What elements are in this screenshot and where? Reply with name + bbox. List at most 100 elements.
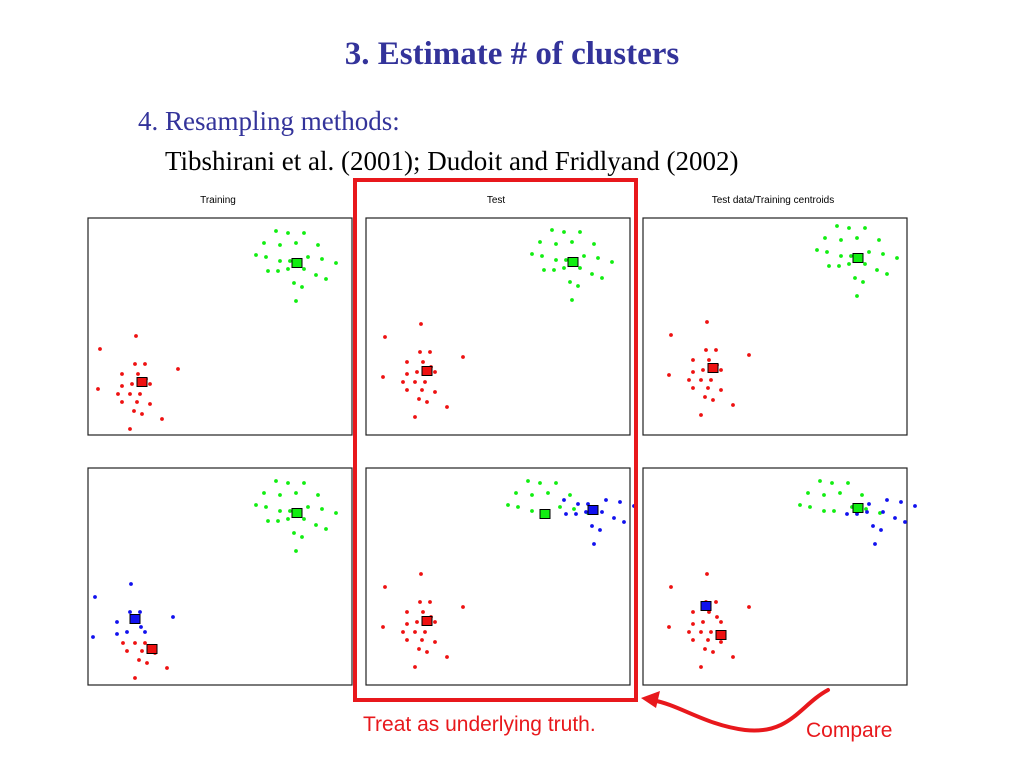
green-cluster-point <box>314 273 318 277</box>
green-cluster-point <box>254 503 258 507</box>
red-cluster-point <box>711 398 715 402</box>
red-cluster-point <box>707 358 711 362</box>
red-cluster-point <box>687 630 691 634</box>
green-cluster-point <box>286 481 290 485</box>
green-cluster-point <box>881 252 885 256</box>
green-cluster-point <box>827 264 831 268</box>
red-cluster-point <box>405 610 409 614</box>
green-cluster-point <box>867 250 871 254</box>
blue-cluster-point <box>903 520 907 524</box>
red-cluster-point <box>691 358 695 362</box>
red-cluster-point <box>415 370 419 374</box>
red-cluster-point <box>699 630 703 634</box>
plot-frame-r2c1 <box>87 467 353 686</box>
red-cluster-point <box>711 650 715 654</box>
blue-cluster-point <box>845 512 849 516</box>
green-cluster-point <box>276 269 280 273</box>
red-cluster-point <box>143 362 147 366</box>
blue-cluster-point <box>143 630 147 634</box>
red-cluster-point <box>413 665 417 669</box>
green-centroid-marker <box>291 508 303 518</box>
red-cluster-point <box>138 392 142 396</box>
plot-frame-r1c3 <box>642 217 908 436</box>
blue-centroid-marker <box>587 505 599 515</box>
red-cluster-point <box>719 640 723 644</box>
red-cluster-point <box>423 380 427 384</box>
green-cluster-point <box>262 241 266 245</box>
green-cluster-point <box>610 260 614 264</box>
red-cluster-point <box>433 620 437 624</box>
green-cluster-point <box>324 277 328 281</box>
green-cluster-point <box>885 272 889 276</box>
green-cluster-point <box>514 491 518 495</box>
green-cluster-point <box>292 531 296 535</box>
green-cluster-point <box>538 240 542 244</box>
green-centroid-marker <box>539 509 551 519</box>
blue-cluster-point <box>913 504 917 508</box>
green-cluster-point <box>538 481 542 485</box>
blue-cluster-point <box>128 610 132 614</box>
green-cluster-point <box>276 519 280 523</box>
green-cluster-point <box>808 505 812 509</box>
red-cluster-point <box>445 655 449 659</box>
blue-cluster-point <box>129 582 133 586</box>
green-centroid-marker <box>291 258 303 268</box>
green-cluster-point <box>300 535 304 539</box>
red-cluster-point <box>461 605 465 609</box>
red-cluster-point <box>130 382 134 386</box>
blue-cluster-point <box>899 500 903 504</box>
red-centroid-marker <box>136 377 148 387</box>
green-centroid-marker <box>852 253 864 263</box>
green-cluster-point <box>278 493 282 497</box>
blue-cluster-point <box>576 502 580 506</box>
red-cluster-point <box>691 638 695 642</box>
red-cluster-point <box>699 665 703 669</box>
panel-title-training: Training <box>200 195 236 206</box>
red-cluster-point <box>421 610 425 614</box>
red-cluster-point <box>433 390 437 394</box>
red-cluster-point <box>669 585 673 589</box>
red-cluster-point <box>160 417 164 421</box>
red-cluster-point <box>176 367 180 371</box>
green-cluster-point <box>274 229 278 233</box>
blue-cluster-point <box>115 632 119 636</box>
green-cluster-point <box>334 511 338 515</box>
red-cluster-point <box>120 400 124 404</box>
red-cluster-point <box>709 378 713 382</box>
green-cluster-point <box>278 509 282 513</box>
red-cluster-point <box>667 625 671 629</box>
green-cluster-point <box>861 280 865 284</box>
panel-title-test: Test <box>486 195 506 206</box>
red-cluster-point <box>381 625 385 629</box>
red-cluster-point <box>413 630 417 634</box>
red-cluster-point <box>719 368 723 372</box>
red-cluster-point <box>145 661 149 665</box>
green-cluster-point <box>302 481 306 485</box>
red-cluster-point <box>120 384 124 388</box>
blue-cluster-point <box>879 528 883 532</box>
blue-cluster-point <box>91 635 95 639</box>
red-cluster-point <box>405 372 409 376</box>
green-cluster-point <box>530 252 534 256</box>
blue-cluster-point <box>584 510 588 514</box>
green-cluster-point <box>863 226 867 230</box>
blue-cluster-point <box>171 615 175 619</box>
red-cluster-point <box>137 658 141 662</box>
green-centroid-marker <box>567 257 579 267</box>
red-cluster-point <box>148 382 152 386</box>
red-centroid-marker <box>715 630 727 640</box>
red-cluster-point <box>418 350 422 354</box>
red-cluster-point <box>420 638 424 642</box>
blue-cluster-point <box>865 510 869 514</box>
green-cluster-point <box>516 505 520 509</box>
red-centroid-marker <box>707 363 719 373</box>
red-cluster-point <box>423 630 427 634</box>
blue-cluster-point <box>885 498 889 502</box>
red-cluster-point <box>667 373 671 377</box>
blue-cluster-point <box>139 625 143 629</box>
green-cluster-point <box>306 505 310 509</box>
green-cluster-point <box>320 507 324 511</box>
red-cluster-point <box>96 387 100 391</box>
green-cluster-point <box>592 242 596 246</box>
plot-frame-r1c1 <box>87 217 353 436</box>
